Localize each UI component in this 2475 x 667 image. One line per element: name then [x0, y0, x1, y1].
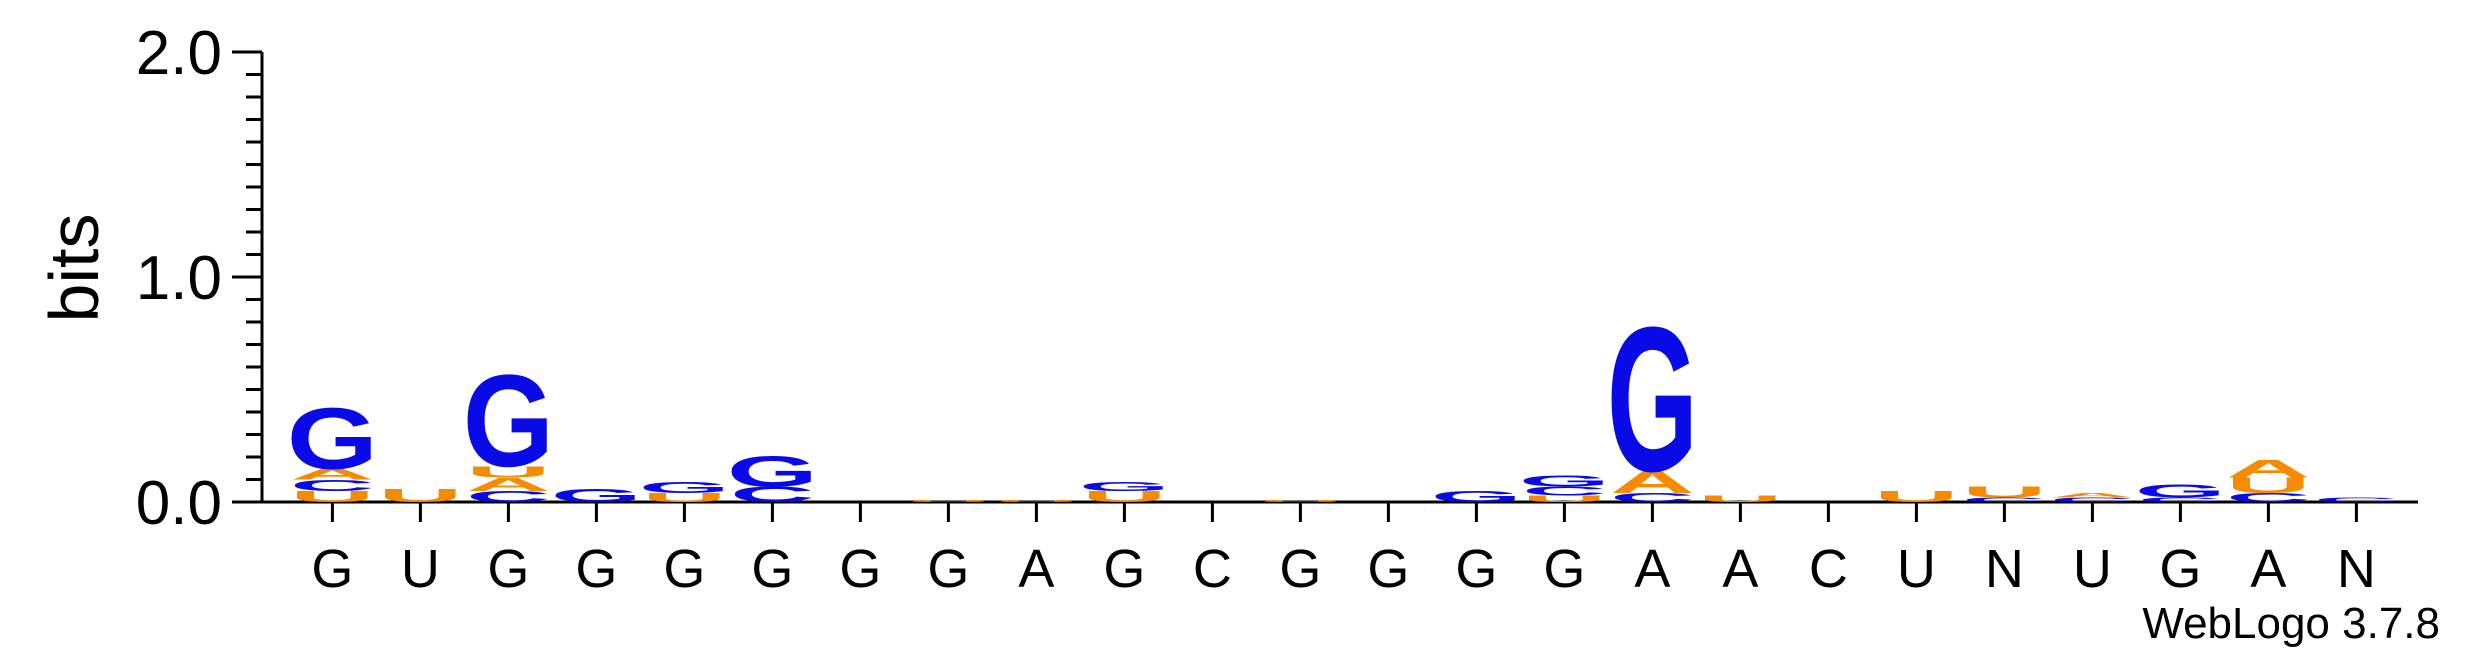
logo-letter-u: U — [2226, 473, 2311, 497]
logo-letter-g: G — [639, 479, 730, 497]
logo-letter-a: A — [2050, 492, 2135, 499]
logo-letter-u: U — [906, 499, 991, 503]
x-tick-label: A — [1634, 539, 1670, 599]
logo-letter-u: U — [642, 491, 727, 505]
y-tick-label: 2.0 — [136, 19, 222, 88]
x-tick-label: G — [1103, 539, 1145, 599]
logo-letter-u: U — [1962, 483, 2047, 501]
logo-letter-g: G — [287, 389, 378, 487]
x-tick-label: G — [927, 539, 969, 599]
y-axis: 0.0 1.0 2.0 — [136, 19, 264, 538]
x-tick-label: G — [1279, 539, 1321, 599]
x-tick-label: G — [663, 539, 705, 599]
y-tick-label: 0.0 — [136, 469, 222, 538]
x-tick-label: G — [487, 539, 529, 599]
logo-letter-a: A — [466, 474, 551, 495]
x-tick-label: G — [1543, 539, 1585, 599]
x-tick-label: G — [751, 539, 793, 599]
x-tick-label: A — [1018, 539, 1054, 599]
logo-letter-u: U — [378, 485, 463, 506]
logo-letter-c: C — [2226, 491, 2311, 505]
x-tick-label: G — [1455, 539, 1497, 599]
logo-letter-u: U — [466, 463, 551, 481]
logo-letter-g: G — [1079, 479, 1170, 493]
logo-letter-c: C — [466, 488, 551, 506]
logo-letter-c: C — [2138, 496, 2223, 503]
logo-letter-a: A — [1610, 465, 1695, 500]
logo-letter-c: C — [1962, 496, 2047, 503]
logo-letter-c: C — [2050, 496, 2135, 503]
x-tick-label: A — [1722, 539, 1758, 599]
logo-letter-g: G — [727, 447, 818, 496]
logo-letter-c: C — [730, 482, 815, 506]
x-tick-label: N — [2337, 539, 2376, 599]
logo-letter-g: G — [2135, 481, 2226, 502]
x-tick-label: U — [401, 539, 440, 599]
logo-letter-g: G — [551, 485, 642, 506]
x-tick-label: G — [839, 539, 881, 599]
logo-letter-c: C — [1522, 484, 1607, 498]
x-tick-label: U — [2073, 539, 2112, 599]
logo-letter-u: U — [1874, 488, 1959, 506]
logo-letter-c: C — [1610, 491, 1695, 505]
y-tick-label: 1.0 — [136, 244, 222, 313]
x-tick-label: U — [1897, 539, 1936, 599]
x-tick-label: C — [1193, 539, 1232, 599]
x-tick-label: N — [1985, 539, 2024, 599]
logo-letter-u: U — [1698, 494, 1783, 504]
logo-letter-g: G — [1607, 284, 1698, 515]
logo-letter-u: U — [290, 488, 375, 506]
x-tick-label: G — [575, 539, 617, 599]
y-axis-label: bits — [35, 214, 113, 323]
logo-letter-g: G — [1431, 488, 1522, 506]
logo-letter-c: C — [2314, 496, 2399, 503]
logo-letter-g: G — [463, 348, 554, 495]
logo-letter-u: U — [1522, 494, 1607, 504]
logo-letter-u: U — [994, 499, 1079, 503]
logo-letter-c: C — [290, 477, 375, 495]
weblogo-credit: WebLogo 3.7.8 — [2142, 599, 2440, 648]
logo-letter-a: A — [290, 465, 375, 483]
x-tick-label: A — [2250, 539, 2286, 599]
x-tick-label: G — [1367, 539, 1409, 599]
logo-letter-u: U — [1082, 488, 1167, 506]
logo-letter-a: A — [2226, 455, 2311, 483]
x-tick-label: G — [2159, 539, 2201, 599]
logo-letter-u: U — [1258, 499, 1343, 503]
logo-letter-g: G — [1519, 472, 1610, 490]
x-tick-label: C — [1809, 539, 1848, 599]
x-tick-label: G — [311, 539, 353, 599]
